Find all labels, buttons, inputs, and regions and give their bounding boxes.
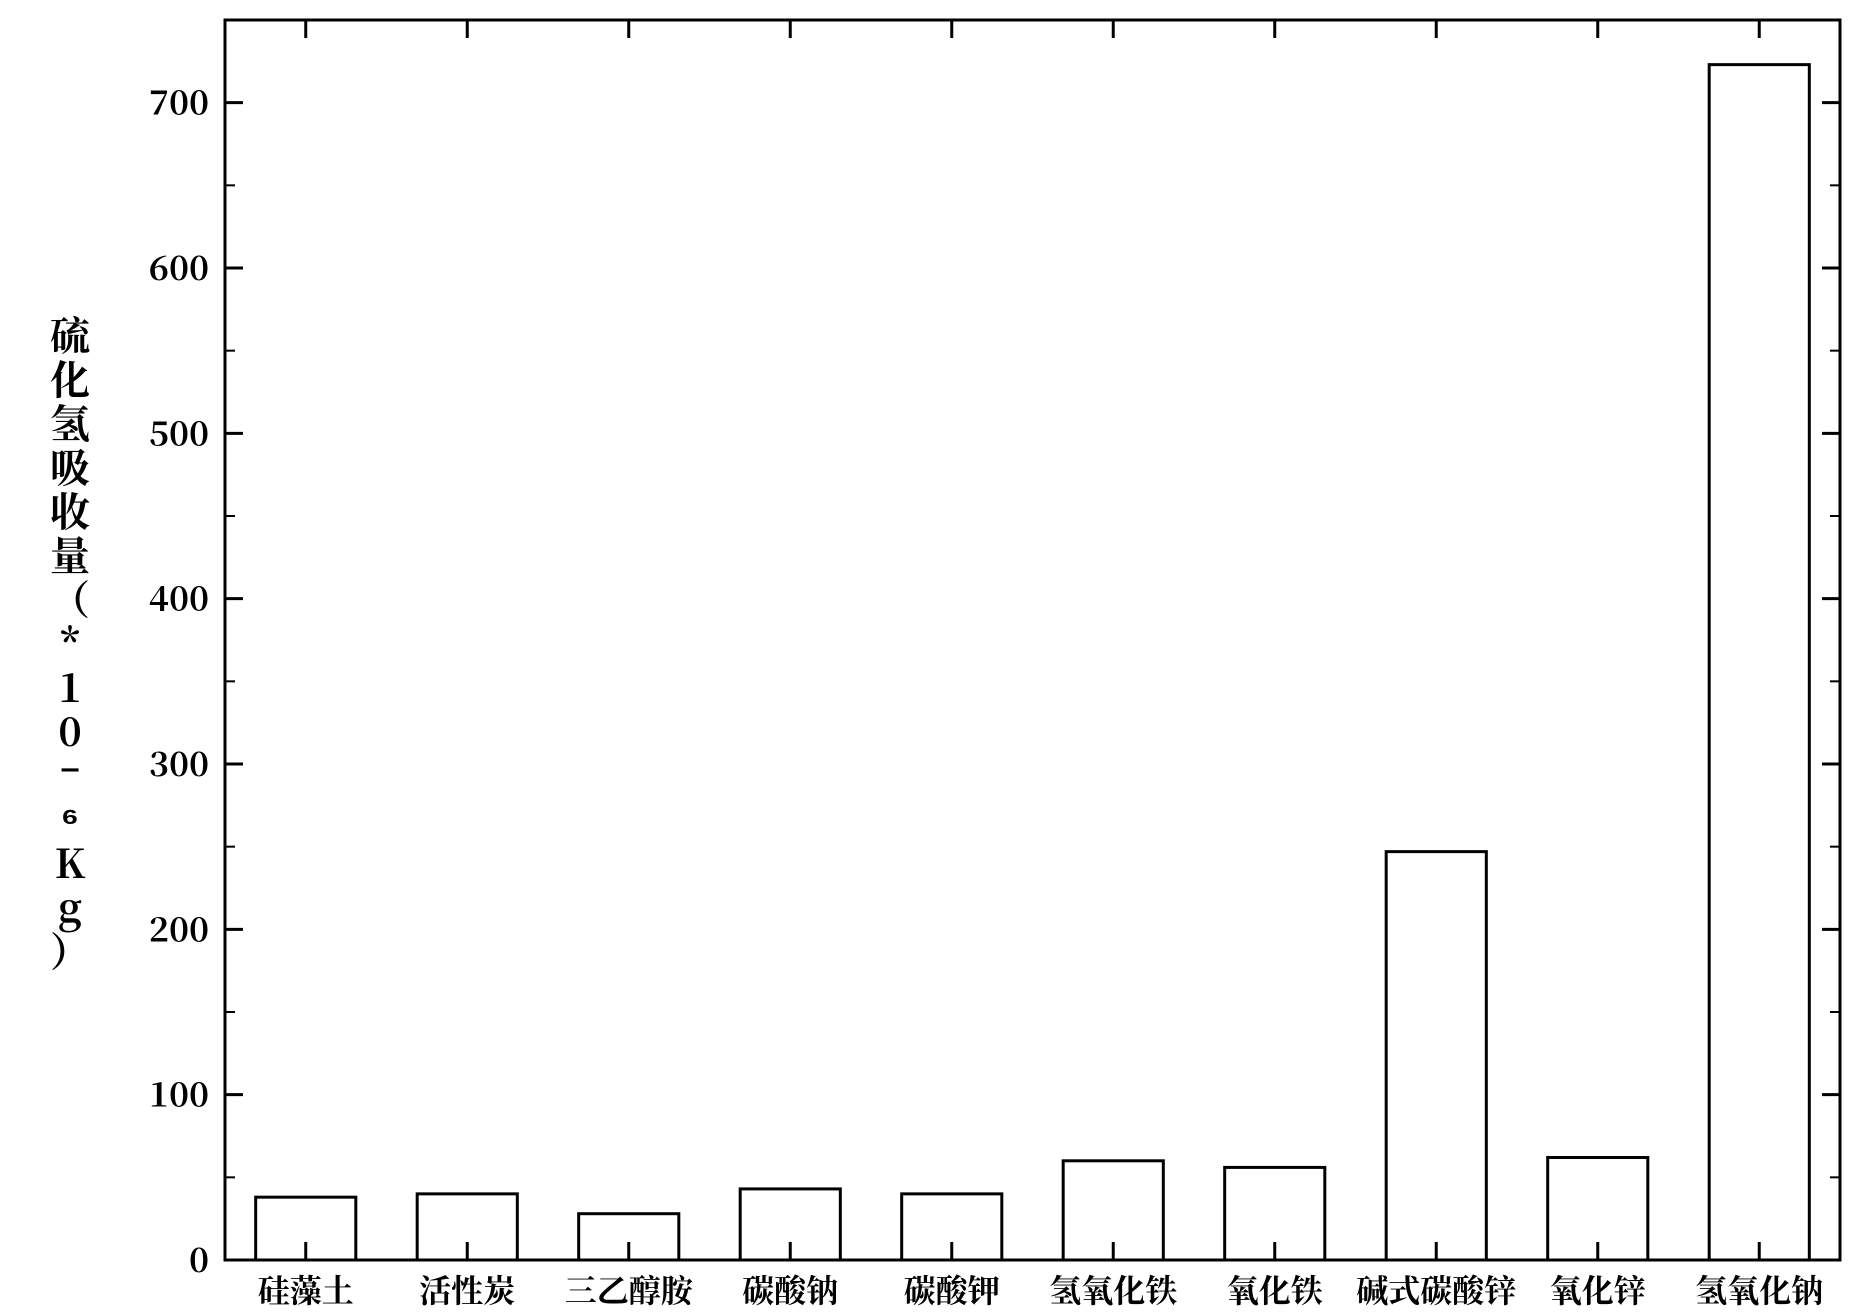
x-tick-label: 碳酸钾	[904, 1266, 1000, 1312]
y-tick-label: 300	[149, 737, 209, 786]
y-tick-label: 600	[149, 241, 209, 290]
y-tick-label: 500	[149, 406, 209, 455]
bar	[1709, 65, 1809, 1260]
y-tick-label: 0	[189, 1233, 209, 1282]
y-tick-label: 200	[149, 902, 209, 951]
x-tick-label: 氧化铁	[1227, 1266, 1323, 1312]
y-tick-label: 700	[149, 76, 209, 125]
bar	[1386, 852, 1486, 1260]
x-tick-label: 三乙醇胺	[565, 1266, 694, 1312]
x-tick-label: 活性炭	[419, 1266, 515, 1312]
y-tick-label: 400	[149, 572, 209, 621]
y-tick-label: 100	[149, 1068, 209, 1117]
y-axis-label-char: ）	[50, 921, 90, 978]
x-tick-label: 氢氧化铁	[1049, 1266, 1177, 1312]
x-tick-label: 氢氧化钠	[1695, 1266, 1823, 1312]
chart-container: 0 100 200 300 400 500 600 700 硅藻土 活性炭 三乙醇胺 碳酸钠 碳酸钾 氢氧…	[0, 0, 1861, 1312]
x-tick-label: 氧化锌	[1550, 1266, 1646, 1312]
x-tick-label: 硅藻土	[258, 1266, 354, 1312]
bar-chart: 0 100 200 300 400 500 600 700 硅藻土 活性炭 三乙醇胺 碳酸钠 碳酸钾 氢氧…	[0, 0, 1861, 1312]
x-tick-label: 碱式碳酸锌	[1356, 1266, 1516, 1312]
chart-background	[0, 0, 1861, 1312]
x-tick-label: 碳酸钠	[742, 1266, 838, 1312]
